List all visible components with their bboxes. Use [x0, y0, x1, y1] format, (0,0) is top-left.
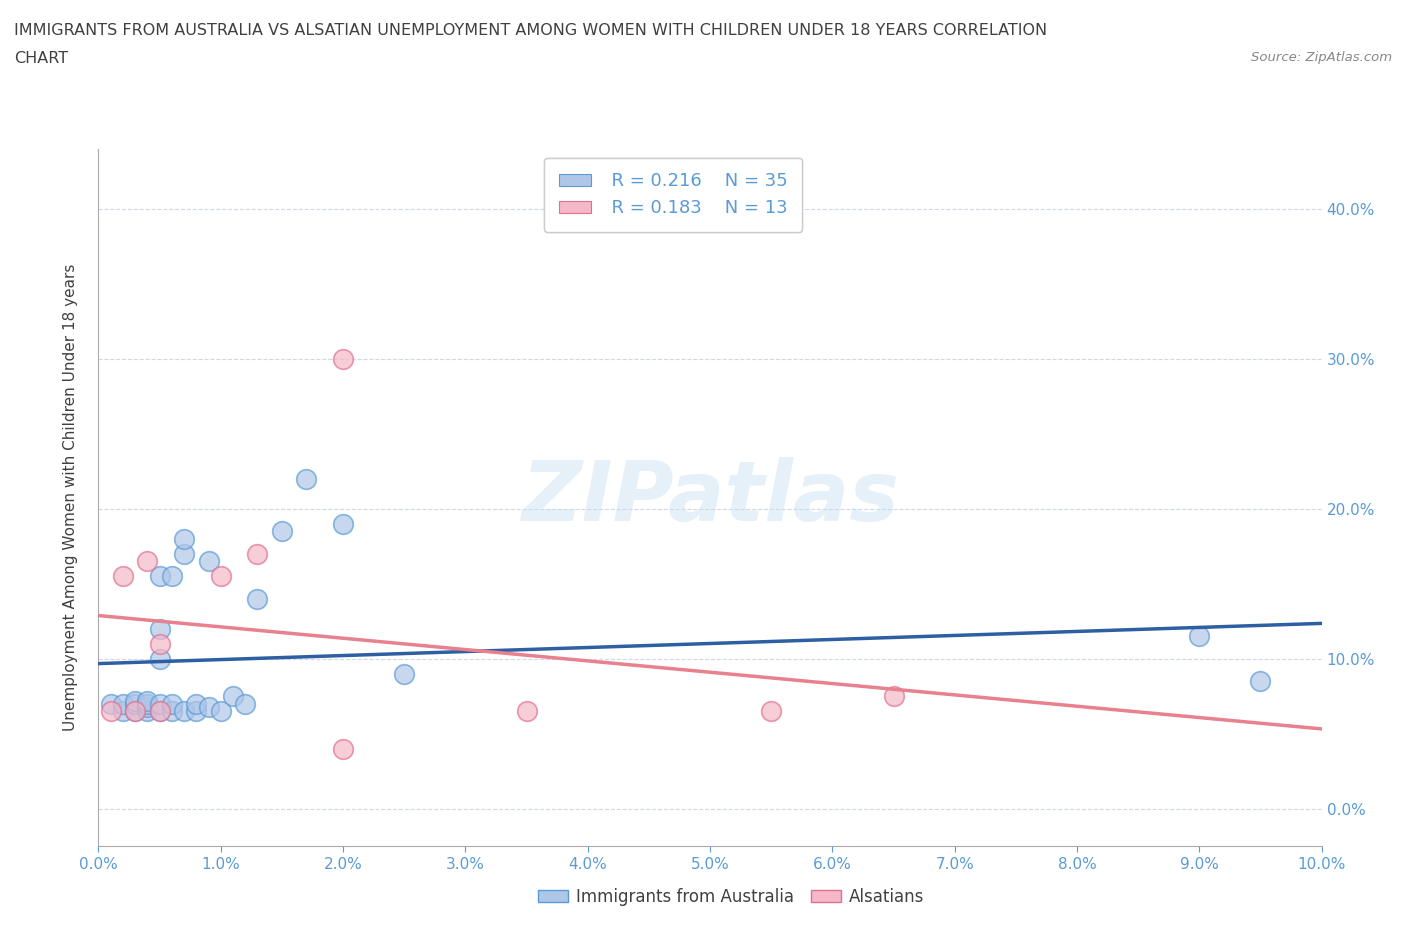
Point [173, 531, 195, 546]
Point [149, 697, 172, 711]
Point [392, 667, 416, 682]
Point [149, 636, 172, 651]
Point [136, 699, 159, 714]
Point [332, 516, 354, 531]
Point [124, 704, 146, 719]
Point [186, 697, 208, 711]
Point [149, 704, 172, 719]
Point [111, 704, 134, 719]
Point [516, 704, 538, 719]
Y-axis label: Unemployment Among Women with Children Under 18 years: Unemployment Among Women with Children U… [63, 264, 77, 731]
Point [332, 352, 354, 366]
Point [149, 569, 172, 584]
Point [233, 697, 256, 711]
Point [270, 524, 292, 538]
Point [173, 546, 195, 561]
Point [160, 569, 183, 584]
Point [111, 697, 134, 711]
Point [124, 694, 146, 709]
Point [197, 699, 219, 714]
Point [124, 697, 146, 711]
Point [1249, 674, 1271, 689]
Point [136, 694, 159, 709]
Point [197, 554, 219, 569]
Point [136, 554, 159, 569]
Point [149, 704, 172, 719]
Text: ZIPatlas: ZIPatlas [522, 457, 898, 538]
Text: Source: ZipAtlas.com: Source: ZipAtlas.com [1251, 51, 1392, 64]
Point [111, 569, 134, 584]
Point [209, 704, 232, 719]
Point [209, 569, 232, 584]
Point [332, 741, 354, 756]
Point [160, 704, 183, 719]
Legend: Immigrants from Australia, Alsatians: Immigrants from Australia, Alsatians [531, 881, 931, 912]
Point [222, 689, 245, 704]
Point [124, 704, 146, 719]
Point [186, 704, 208, 719]
Point [160, 697, 183, 711]
Point [173, 704, 195, 719]
Point [246, 591, 269, 606]
Point [759, 704, 782, 719]
Point [1188, 629, 1211, 644]
Text: IMMIGRANTS FROM AUSTRALIA VS ALSATIAN UNEMPLOYMENT AMONG WOMEN WITH CHILDREN UND: IMMIGRANTS FROM AUSTRALIA VS ALSATIAN UN… [14, 23, 1047, 38]
Point [100, 697, 122, 711]
Point [883, 689, 905, 704]
Text: CHART: CHART [14, 51, 67, 66]
Point [295, 472, 318, 486]
Point [149, 621, 172, 636]
Point [246, 546, 269, 561]
Point [100, 704, 122, 719]
Point [136, 704, 159, 719]
Legend:   R = 0.216    N = 35,   R = 0.183    N = 13: R = 0.216 N = 35, R = 0.183 N = 13 [544, 158, 803, 232]
Point [136, 697, 159, 711]
Point [149, 651, 172, 666]
